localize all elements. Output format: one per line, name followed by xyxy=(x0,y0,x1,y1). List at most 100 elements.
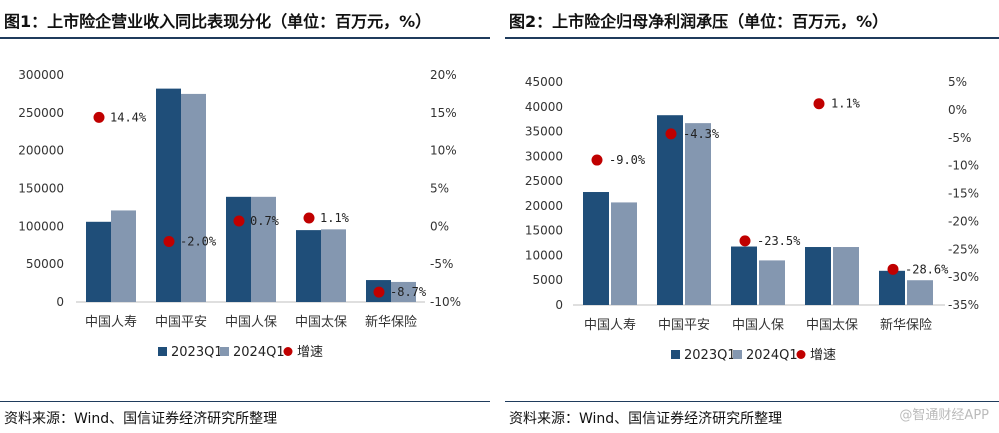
y2-axis-tick-label: 20% xyxy=(430,68,457,82)
x-axis-category-label: 中国太保 xyxy=(806,318,858,333)
y-axis-tick-label: 100000 xyxy=(18,219,64,233)
growth-point xyxy=(887,263,899,275)
bar-2024q1 xyxy=(685,123,711,306)
y-axis-tick-label: 35000 xyxy=(525,125,563,139)
y-axis-tick-label: 25000 xyxy=(525,174,563,188)
source-divider xyxy=(505,401,999,402)
growth-data-label: 1.1% xyxy=(320,211,350,225)
y-axis-tick-label: 30000 xyxy=(525,149,563,163)
y-axis-tick-label: 0 xyxy=(56,295,64,309)
growth-point xyxy=(93,111,105,123)
y-axis-tick-label: 150000 xyxy=(18,182,64,196)
watermark: @智通财经APP xyxy=(899,408,989,423)
y2-axis-tick-label: -5% xyxy=(430,257,453,271)
y2-axis-tick-label: -15% xyxy=(948,187,979,201)
growth-data-label: -28.6% xyxy=(905,262,949,276)
y-axis-tick-label: 10000 xyxy=(525,248,563,262)
bar-2023q1 xyxy=(86,221,111,302)
y-axis-tick-label: 250000 xyxy=(18,106,64,120)
bar-2023q1 xyxy=(156,88,181,302)
bar-2024q1 xyxy=(833,247,859,305)
y-axis-tick-label: 45000 xyxy=(525,75,563,89)
x-axis-category-label: 新华保险 xyxy=(880,317,932,333)
chart-panel-profit: 图2：上市险企归母净利润承压（单位：百万元，%） 45000 40000 35000… xyxy=(505,0,999,433)
legend-swatch-growth xyxy=(283,347,293,356)
legend-label-growth: 增速 xyxy=(810,348,836,363)
y-axis-tick-label: 0 xyxy=(555,298,563,312)
x-axis-category-label: 中国人寿 xyxy=(584,318,636,333)
y-axis-tick-label: 200000 xyxy=(18,144,64,158)
x-axis-category-label: 中国人寿 xyxy=(85,315,137,330)
y-axis-tick-label: 15000 xyxy=(525,224,563,238)
y2-axis-tick-label: -5% xyxy=(948,131,971,145)
bar-2023q1 xyxy=(879,270,905,305)
legend-swatch-2024q1 xyxy=(733,350,742,359)
profit-chart: 45000 40000 35000 30000 25000 20000 15000 10000… xyxy=(525,75,979,363)
growth-data-label: -9.0% xyxy=(609,153,646,167)
chart-title: 图1：上市险企营业收入同比表现分化（单位：百万元，%） xyxy=(4,12,432,31)
bar-2023q1 xyxy=(731,246,757,305)
legend-swatch-2024q1 xyxy=(220,347,229,356)
bar-2023q1 xyxy=(226,196,251,302)
y2-axis-tick-label: 0% xyxy=(430,219,449,233)
bar-2024q1 xyxy=(759,260,785,305)
legend-swatch-2023q1 xyxy=(158,347,167,356)
growth-point xyxy=(303,212,315,224)
y2-axis-tick-label: -25% xyxy=(948,242,979,256)
y2-axis-tick-label: 15% xyxy=(430,106,457,120)
y2-axis-tick-label: -10% xyxy=(430,295,461,309)
bar-2023q1 xyxy=(805,247,831,305)
x-axis-category-label: 中国人保 xyxy=(225,315,277,330)
source-note: 资料来源：Wind、国信证券经济研究所整理 xyxy=(509,411,783,427)
source-note: 资料来源：Wind、国信证券经济研究所整理 xyxy=(4,411,278,427)
growth-point xyxy=(739,235,751,247)
bar-2024q1 xyxy=(611,202,637,305)
source-divider xyxy=(0,401,490,402)
x-axis-category-label: 中国平安 xyxy=(658,318,710,333)
legend-label-growth: 增速 xyxy=(297,345,323,360)
y-axis-tick-label: 40000 xyxy=(525,100,563,114)
legend-swatch-2023q1 xyxy=(671,350,680,359)
growth-data-label: 1.1% xyxy=(831,97,861,111)
x-axis-category-label: 中国平安 xyxy=(155,315,207,330)
bar-2023q1 xyxy=(296,230,321,302)
y-axis-tick-label: 50000 xyxy=(26,257,64,271)
growth-data-label: 0.7% xyxy=(250,214,280,228)
y-axis-tick-label: 5000 xyxy=(532,273,563,287)
growth-data-label: -23.5% xyxy=(757,234,801,248)
bar-2024q1 xyxy=(111,210,136,302)
growth-point xyxy=(813,98,825,110)
y2-axis-tick-label: 5% xyxy=(430,182,449,196)
title-divider xyxy=(0,37,490,39)
growth-data-label: -2.0% xyxy=(180,234,217,248)
growth-point xyxy=(233,215,245,227)
growth-point xyxy=(591,154,603,166)
title-divider xyxy=(505,37,999,39)
growth-data-label: -4.3% xyxy=(683,127,720,141)
y2-axis-tick-label: 10% xyxy=(430,144,457,158)
bar-2023q1 xyxy=(583,192,609,305)
y2-axis-tick-label: -30% xyxy=(948,270,979,284)
x-axis-category-label: 中国人保 xyxy=(732,318,784,333)
bar-2024q1 xyxy=(181,93,206,302)
legend-label-2024q1: 2024Q1 xyxy=(746,348,798,363)
growth-data-label: 14.4% xyxy=(110,110,147,124)
bar-2024q1 xyxy=(907,280,933,305)
y-axis-tick-label: 20000 xyxy=(525,199,563,213)
y2-axis-tick-label: -35% xyxy=(948,298,979,312)
y2-axis-tick-label: -10% xyxy=(948,159,979,173)
y-axis-tick-label: 300000 xyxy=(18,68,64,82)
legend-swatch-growth xyxy=(796,350,806,359)
revenue-chart: 300000 250000 200000 150000 100000 50000 0 20% 1… xyxy=(18,68,461,360)
growth-point xyxy=(665,128,677,140)
x-axis-category-label: 中国太保 xyxy=(295,315,347,330)
legend-label-2023q1: 2023Q1 xyxy=(684,348,736,363)
x-axis-category-label: 新华保险 xyxy=(365,314,417,330)
y2-axis-tick-label: 0% xyxy=(948,103,967,117)
growth-point xyxy=(163,235,175,247)
bar-2024q1 xyxy=(321,229,346,302)
chart-panel-revenue: 图1：上市险企营业收入同比表现分化（单位：百万元，%） 300000 250000… xyxy=(0,0,490,433)
legend-label-2023q1: 2023Q1 xyxy=(171,345,223,360)
y2-axis-tick-label: 5% xyxy=(948,75,967,89)
growth-point xyxy=(373,286,385,298)
